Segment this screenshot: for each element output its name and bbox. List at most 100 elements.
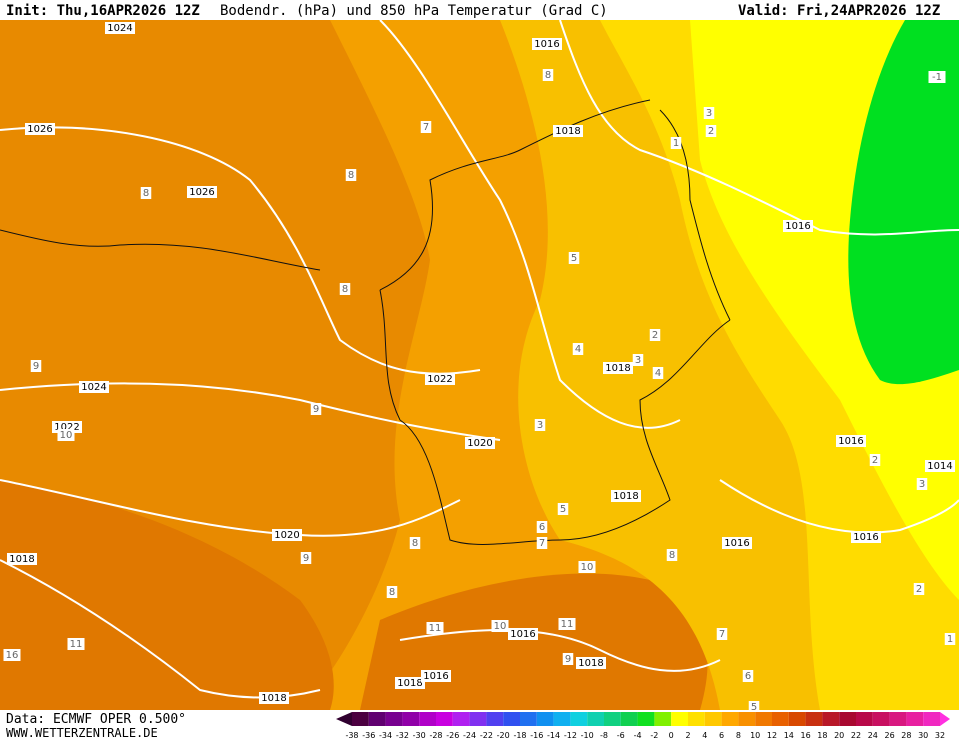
contour-label: 1016: [724, 538, 749, 549]
borders: [0, 99, 731, 545]
contour-label: 9: [565, 654, 571, 665]
colorbar-label: -34: [379, 731, 392, 740]
map-field: [0, 20, 959, 710]
label-box: [576, 657, 606, 669]
contour-label: 2: [708, 126, 714, 137]
label-box: [310, 403, 322, 415]
contour-label: 1014: [927, 461, 952, 472]
colorbar-swatch: [856, 712, 873, 726]
colorbar-label: -14: [547, 731, 560, 740]
label-box: [836, 435, 866, 447]
label-box: [536, 537, 548, 549]
contour-label: 3: [635, 355, 641, 366]
colorbar-label: 8: [736, 731, 741, 740]
contour-label: 1026: [189, 187, 214, 198]
label-box: [925, 460, 955, 472]
colorbar-label: 22: [851, 731, 861, 740]
contour-label: 10: [60, 430, 73, 441]
colorbar-swatch: [402, 712, 420, 726]
label-box: [105, 22, 135, 34]
colorbar-swatch: [436, 712, 453, 726]
label-box: [649, 329, 661, 341]
label-box: [536, 521, 548, 533]
colorbar-label: -20: [497, 731, 510, 740]
colorbar-swatch: [570, 712, 588, 726]
label-box: [913, 583, 925, 595]
colorbar-swatch: [654, 712, 672, 726]
contour-label: 1016: [838, 436, 863, 447]
colorbar-swatch: [452, 712, 470, 726]
label-box: [611, 490, 641, 502]
colorbar-label: 28: [901, 731, 911, 740]
colorbar-label: 18: [817, 731, 827, 740]
colorbar-swatch: [536, 712, 554, 726]
colorbar-swatch: [889, 712, 907, 726]
label-box: [465, 437, 495, 449]
label-box: [703, 107, 715, 119]
contour-label: 5: [571, 253, 577, 264]
colorbar-label: -12: [564, 731, 577, 740]
contour-label: 8: [545, 70, 551, 81]
colorbar-label: 24: [868, 731, 878, 740]
colorbar-swatch: [520, 712, 537, 726]
colorbar-label: -18: [513, 731, 526, 740]
label-box: [57, 429, 75, 441]
colorbar-label: 0: [669, 731, 674, 740]
colorbar-swatch: [469, 712, 487, 726]
contour-label: 1018: [9, 554, 34, 565]
colorbar-swatch: [688, 712, 705, 726]
label-box: [272, 529, 302, 541]
label-box: [187, 186, 217, 198]
label-box: [30, 360, 42, 372]
label-box: [409, 537, 421, 549]
colorbar-swatch: [772, 712, 789, 726]
label-box: [944, 633, 956, 645]
colorbar-swatch: [839, 712, 856, 726]
valid-time: Valid: Fri,24APR2026 12Z: [738, 3, 940, 19]
colorbar-label: -30: [413, 731, 426, 740]
colorbar-label: -4: [634, 731, 642, 740]
contour-label: 8: [143, 188, 149, 199]
contour-label: 2: [872, 455, 878, 466]
contour-label: 7: [423, 122, 429, 133]
label-box: [783, 220, 813, 232]
label-box: [386, 586, 398, 598]
label-box: [562, 653, 574, 665]
init-time: Init: Thu,16APR2026 12Z: [6, 3, 200, 19]
label-box: [553, 125, 583, 137]
contour-label: 1016: [534, 39, 559, 50]
colorbar-label: 32: [935, 731, 945, 740]
label-box: [542, 69, 554, 81]
contour-label: 10: [494, 621, 507, 632]
label-box: [705, 125, 717, 137]
colorbar-label: -2: [650, 731, 658, 740]
contour-label: 10: [581, 562, 594, 573]
colorbar-label: -6: [617, 731, 625, 740]
colorbar-label: -16: [530, 731, 543, 740]
colorbar-swatch: [805, 712, 823, 726]
contour-label: 1020: [274, 530, 299, 541]
label-box: [670, 137, 682, 149]
contour-label: 16: [6, 650, 19, 661]
colorbar-swatch: [721, 712, 739, 726]
colorbar-label: -32: [396, 731, 409, 740]
contour-label: 1: [947, 634, 953, 645]
colorbar-label: 26: [885, 731, 895, 740]
label-box: [426, 622, 444, 634]
contour-label: 3: [919, 479, 925, 490]
colorbar-swatch: [587, 712, 604, 726]
colorbar-label: -22: [480, 731, 493, 740]
contour-label: 1016: [853, 532, 878, 543]
colorbar-label: -8: [600, 731, 608, 740]
label-box: [748, 701, 760, 713]
contour-label: 6: [745, 671, 751, 682]
contour-label: 1018: [613, 491, 638, 502]
contour-label: 1018: [397, 678, 422, 689]
contour-label: 1020: [467, 438, 492, 449]
contour-label: 6: [539, 522, 545, 533]
label-box: [67, 638, 85, 650]
colorbar-label: 2: [685, 731, 690, 740]
label-box: [300, 552, 312, 564]
label-box: [916, 478, 928, 490]
